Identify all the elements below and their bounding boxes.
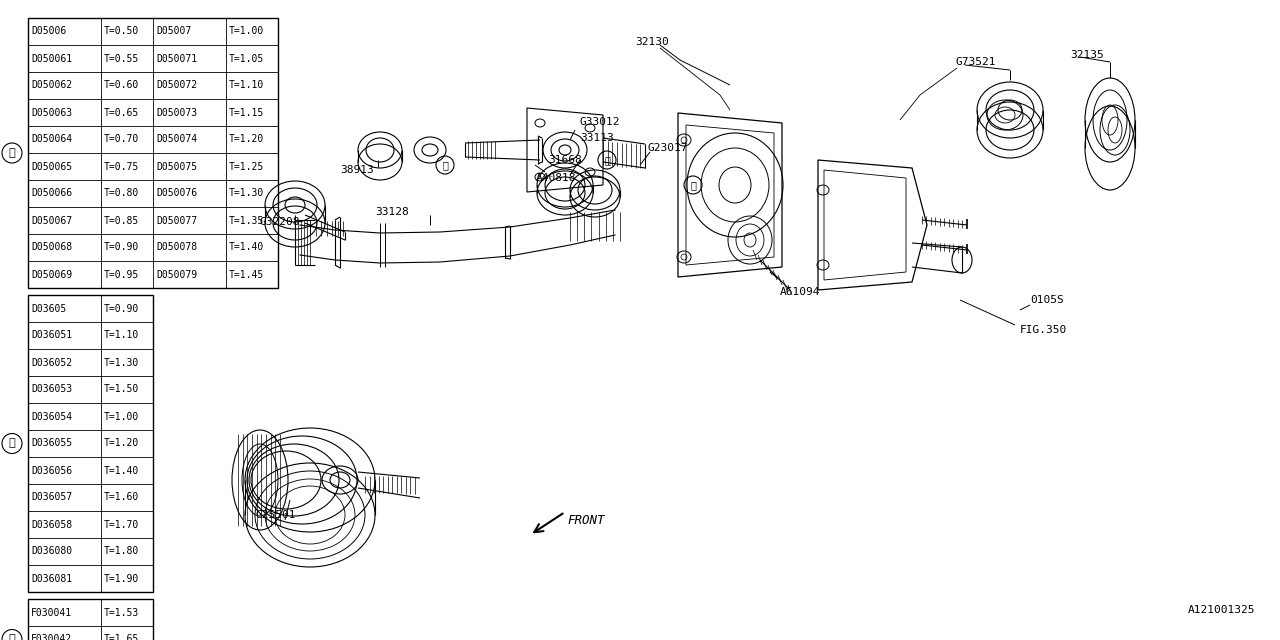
Text: T=0.95: T=0.95	[104, 269, 140, 280]
Text: T=1.00: T=1.00	[229, 26, 264, 36]
Text: T=0.85: T=0.85	[104, 216, 140, 225]
Text: T=0.65: T=0.65	[104, 108, 140, 118]
Text: D050063: D050063	[31, 108, 72, 118]
Text: D050077: D050077	[156, 216, 197, 225]
Text: D036055: D036055	[31, 438, 72, 449]
Text: T=1.65: T=1.65	[104, 634, 140, 640]
Text: D050064: D050064	[31, 134, 72, 145]
Text: F030042: F030042	[31, 634, 72, 640]
Text: T=1.45: T=1.45	[229, 269, 264, 280]
Text: T=0.55: T=0.55	[104, 54, 140, 63]
Text: D036057: D036057	[31, 493, 72, 502]
Text: ③: ③	[9, 634, 15, 640]
Text: D036058: D036058	[31, 520, 72, 529]
Text: 38913: 38913	[340, 165, 374, 175]
Text: D050079: D050079	[156, 269, 197, 280]
Text: ③: ③	[690, 180, 696, 190]
Text: T=1.00: T=1.00	[104, 412, 140, 422]
Text: D050074: D050074	[156, 134, 197, 145]
Text: 31668: 31668	[548, 155, 581, 165]
Text: 32130: 32130	[635, 37, 668, 47]
Text: D036080: D036080	[31, 547, 72, 557]
Text: T=1.20: T=1.20	[229, 134, 264, 145]
Text: D036052: D036052	[31, 358, 72, 367]
Text: A40818: A40818	[536, 173, 576, 183]
Text: D036054: D036054	[31, 412, 72, 422]
Text: D05006: D05006	[31, 26, 67, 36]
Bar	[28, 18, 278, 288]
Text: D050071: D050071	[156, 54, 197, 63]
Text: T=1.60: T=1.60	[104, 493, 140, 502]
Text: D036053: D036053	[31, 385, 72, 394]
Text: D050075: D050075	[156, 161, 197, 172]
Text: T=1.30: T=1.30	[229, 189, 264, 198]
Text: T=0.50: T=0.50	[104, 26, 140, 36]
Text: D050078: D050078	[156, 243, 197, 253]
Text: ①: ①	[9, 148, 15, 158]
Text: T=1.10: T=1.10	[104, 330, 140, 340]
Text: T=1.10: T=1.10	[229, 81, 264, 90]
Text: 0105S: 0105S	[1030, 295, 1064, 305]
Text: D05007: D05007	[156, 26, 191, 36]
Text: D050068: D050068	[31, 243, 72, 253]
Text: T=0.80: T=0.80	[104, 189, 140, 198]
Text: 33113: 33113	[580, 133, 613, 143]
Text: A61094: A61094	[780, 287, 820, 297]
Text: T=1.30: T=1.30	[104, 358, 140, 367]
Text: 33128: 33128	[375, 207, 408, 217]
Text: T=1.80: T=1.80	[104, 547, 140, 557]
Text: D03605: D03605	[31, 303, 67, 314]
Text: G23017: G23017	[648, 143, 689, 153]
Text: D036051: D036051	[31, 330, 72, 340]
Bar	[28, 295, 154, 592]
Text: T=1.53: T=1.53	[104, 607, 140, 618]
Text: T=1.25: T=1.25	[229, 161, 264, 172]
Text: D050067: D050067	[31, 216, 72, 225]
Bar	[28, 599, 154, 640]
Text: T=0.90: T=0.90	[104, 243, 140, 253]
Text: T=1.15: T=1.15	[229, 108, 264, 118]
Text: D050062: D050062	[31, 81, 72, 90]
Text: A121001325: A121001325	[1188, 605, 1254, 615]
Text: F030041: F030041	[31, 607, 72, 618]
Text: T=1.40: T=1.40	[229, 243, 264, 253]
Text: FIG.350: FIG.350	[1020, 325, 1068, 335]
Text: ②: ②	[9, 438, 15, 449]
Text: D050069: D050069	[31, 269, 72, 280]
Text: T=0.60: T=0.60	[104, 81, 140, 90]
Text: T=1.90: T=1.90	[104, 573, 140, 584]
Text: T=0.75: T=0.75	[104, 161, 140, 172]
Text: G33012: G33012	[580, 117, 621, 127]
Text: D050072: D050072	[156, 81, 197, 90]
Text: ①: ①	[604, 155, 611, 165]
Text: T=1.35: T=1.35	[229, 216, 264, 225]
Text: T=0.70: T=0.70	[104, 134, 140, 145]
Text: D050065: D050065	[31, 161, 72, 172]
Text: D050073: D050073	[156, 108, 197, 118]
Text: D036081: D036081	[31, 573, 72, 584]
Text: G25501: G25501	[255, 510, 296, 520]
Text: G73521: G73521	[955, 57, 996, 67]
Text: T=0.90: T=0.90	[104, 303, 140, 314]
Text: D050076: D050076	[156, 189, 197, 198]
Text: T=1.05: T=1.05	[229, 54, 264, 63]
Text: 32135: 32135	[1070, 50, 1103, 60]
Text: D050066: D050066	[31, 189, 72, 198]
Text: FRONT: FRONT	[567, 513, 604, 527]
Text: ②: ②	[442, 160, 448, 170]
Text: T=1.50: T=1.50	[104, 385, 140, 394]
Text: T=1.40: T=1.40	[104, 465, 140, 476]
Text: T=1.70: T=1.70	[104, 520, 140, 529]
Text: T=1.20: T=1.20	[104, 438, 140, 449]
Text: D036056: D036056	[31, 465, 72, 476]
Text: G32208: G32208	[260, 217, 301, 227]
Text: D050061: D050061	[31, 54, 72, 63]
